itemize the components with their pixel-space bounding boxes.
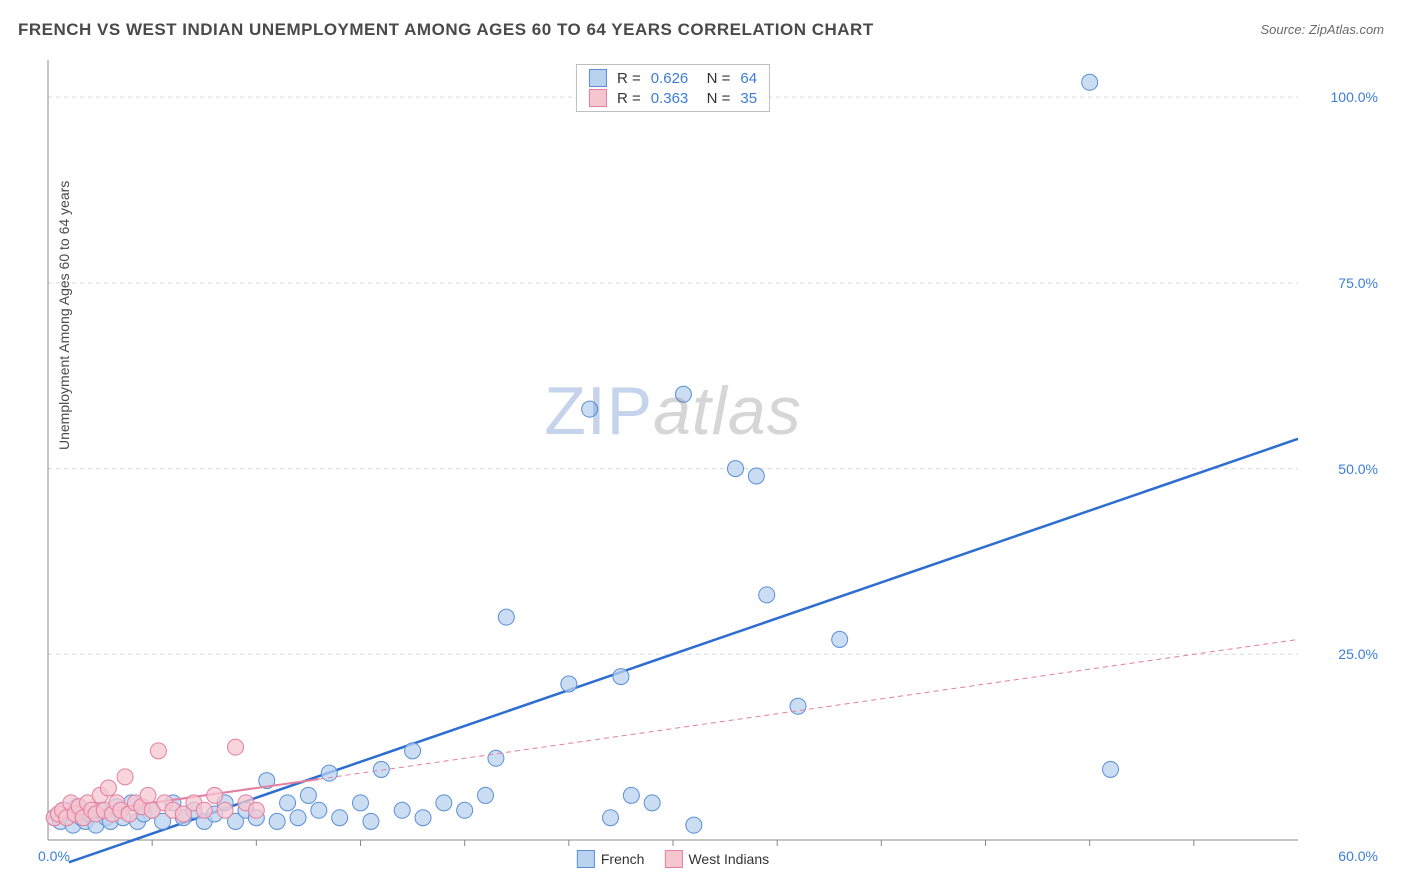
stats-row: R = 0.626 N = 64 bbox=[589, 69, 757, 87]
y-tick: 25.0% bbox=[1338, 646, 1378, 662]
legend-item: French bbox=[577, 850, 645, 868]
stat-r-value: 0.363 bbox=[651, 90, 689, 107]
scatter-chart bbox=[48, 60, 1298, 840]
y-tick: 75.0% bbox=[1338, 275, 1378, 291]
stat-r-label: R = bbox=[617, 90, 641, 107]
stat-n-value: 35 bbox=[740, 90, 757, 107]
legend-swatch bbox=[664, 850, 682, 868]
chart-title: FRENCH VS WEST INDIAN UNEMPLOYMENT AMONG… bbox=[18, 20, 874, 40]
legend-swatch bbox=[589, 69, 607, 87]
x-tick-min: 0.0% bbox=[38, 848, 70, 864]
stats-box: R = 0.626 N = 64R = 0.363 N = 35 bbox=[576, 64, 770, 112]
x-tick-max: 60.0% bbox=[1338, 848, 1378, 864]
legend-swatch bbox=[589, 89, 607, 107]
stat-r-label: R = bbox=[617, 70, 641, 87]
y-axis-label: Unemployment Among Ages 60 to 64 years bbox=[56, 181, 72, 450]
legend-swatch bbox=[577, 850, 595, 868]
stat-r-value: 0.626 bbox=[651, 70, 689, 87]
source-label: Source: ZipAtlas.com bbox=[1260, 22, 1384, 37]
legend-label: French bbox=[601, 851, 645, 867]
legend-label: West Indians bbox=[688, 851, 769, 867]
y-tick: 50.0% bbox=[1338, 461, 1378, 477]
plot-area: Unemployment Among Ages 60 to 64 years Z… bbox=[48, 60, 1298, 840]
stat-n-value: 64 bbox=[740, 70, 757, 87]
stats-row: R = 0.363 N = 35 bbox=[589, 89, 757, 107]
legend: French West Indians bbox=[577, 850, 769, 868]
stat-n-label: N = bbox=[698, 70, 730, 87]
y-tick: 100.0% bbox=[1331, 89, 1378, 105]
legend-item: West Indians bbox=[664, 850, 769, 868]
stat-n-label: N = bbox=[698, 90, 730, 107]
